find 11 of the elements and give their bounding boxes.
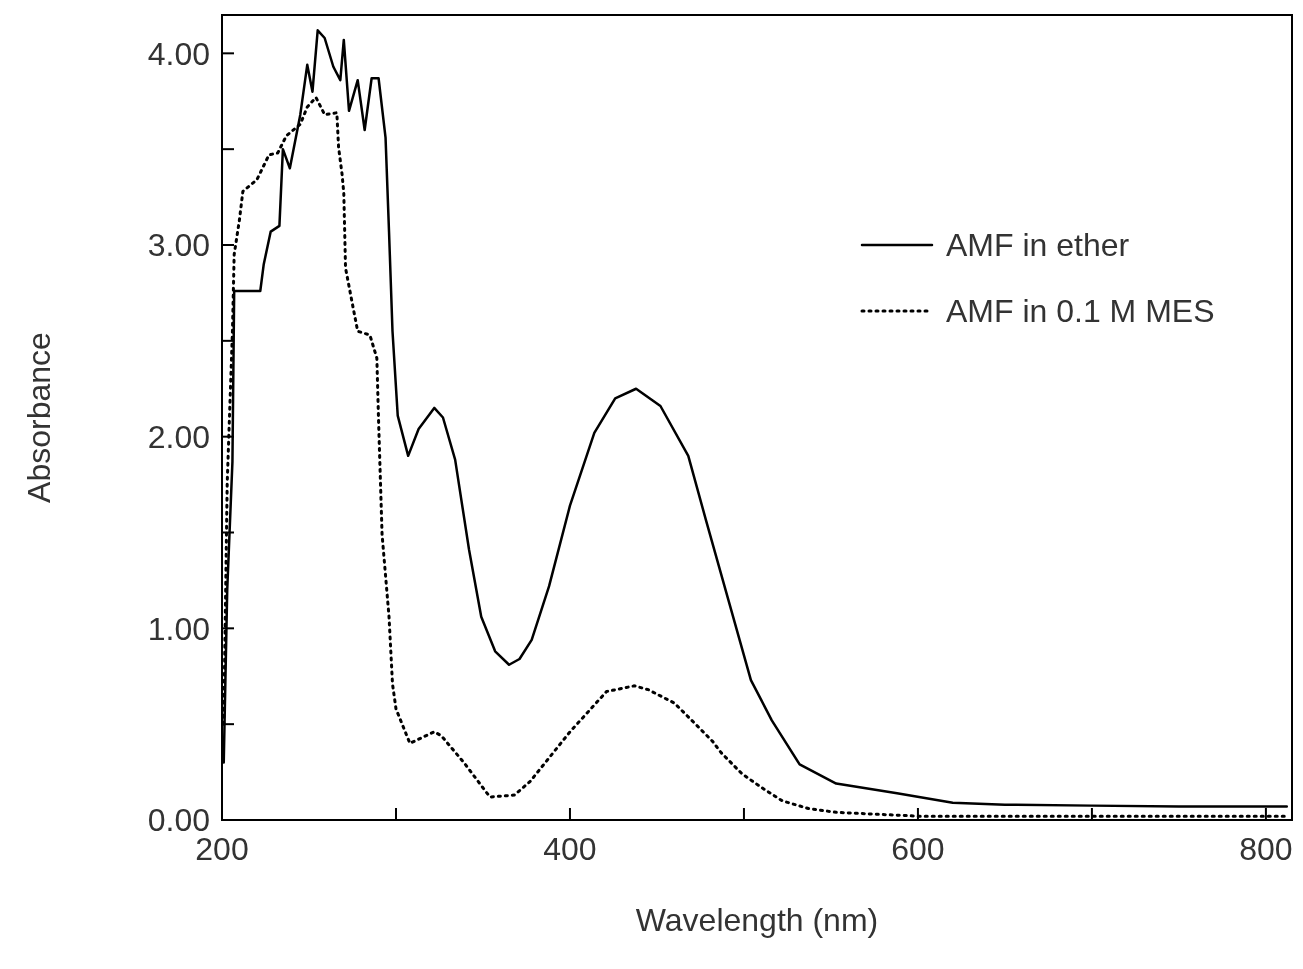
y-tick-label: 2.00 xyxy=(147,418,210,455)
y-tick-label: 1.00 xyxy=(147,610,210,647)
x-axis-title: Wavelength (nm) xyxy=(635,902,879,938)
y-axis-title: Absorbance xyxy=(21,332,57,503)
x-tick-label: 400 xyxy=(543,831,597,867)
legend-label: AMF in ether xyxy=(946,227,1130,264)
legend-label: AMF in 0.1 M MES xyxy=(946,293,1215,330)
y-tick-label: 3.00 xyxy=(147,227,210,264)
x-tick-label: 600 xyxy=(891,831,945,867)
x-tick-label: 800 xyxy=(1239,831,1293,867)
y-tick-label: 4.00 xyxy=(147,35,210,72)
